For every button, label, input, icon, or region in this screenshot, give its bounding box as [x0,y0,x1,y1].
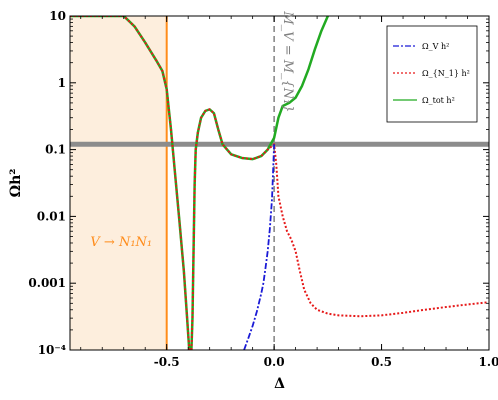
legend-label-1: Ω_{N_1} h² [422,69,470,78]
y-axis-title: Ωh² [8,169,24,198]
legend-label-0: Ω_V h² [422,42,449,51]
annotation-lines [70,16,489,350]
y-tick-label: 1 [58,76,66,90]
plot-frame [69,15,490,351]
annotations: V → N₁N₁ M_V = M_{N₁} [90,10,295,250]
axes: -0.5 0.0 0.5 1.0 10⁻⁴ 0.001 0.01 0.1 1 10 Δ Ωh² [8,9,498,392]
shaded-region [70,16,167,350]
y-tick-label: 0.01 [37,209,66,223]
legend: Ω_V h² Ω_{N_1} h² Ω_tot h² [386,25,478,123]
legend-box [386,25,478,123]
y-tick-label: 0.1 [45,143,66,157]
x-tick-label: -0.5 [154,355,180,369]
x-axis-title: Δ [274,376,285,392]
legend-label-2: Ω_tot h² [422,96,455,105]
annotation-label-decay: V → N₁N₁ [90,235,152,250]
x-tick-label: 1.0 [479,355,498,369]
y-tick-label: 10 [49,9,66,23]
y-tick-label: 10⁻⁴ [38,343,66,357]
series-line-0 [243,144,276,350]
plot-series [70,16,489,350]
x-tick-label: 0.5 [371,355,392,369]
y-tick-label: 0.001 [28,276,66,290]
shaded-region-rect [70,16,167,350]
x-tick-label: 0.0 [264,355,285,369]
series-line-1 [70,16,489,350]
annotation-label-mass-equal: M_V = M_{N₁} [280,10,295,112]
